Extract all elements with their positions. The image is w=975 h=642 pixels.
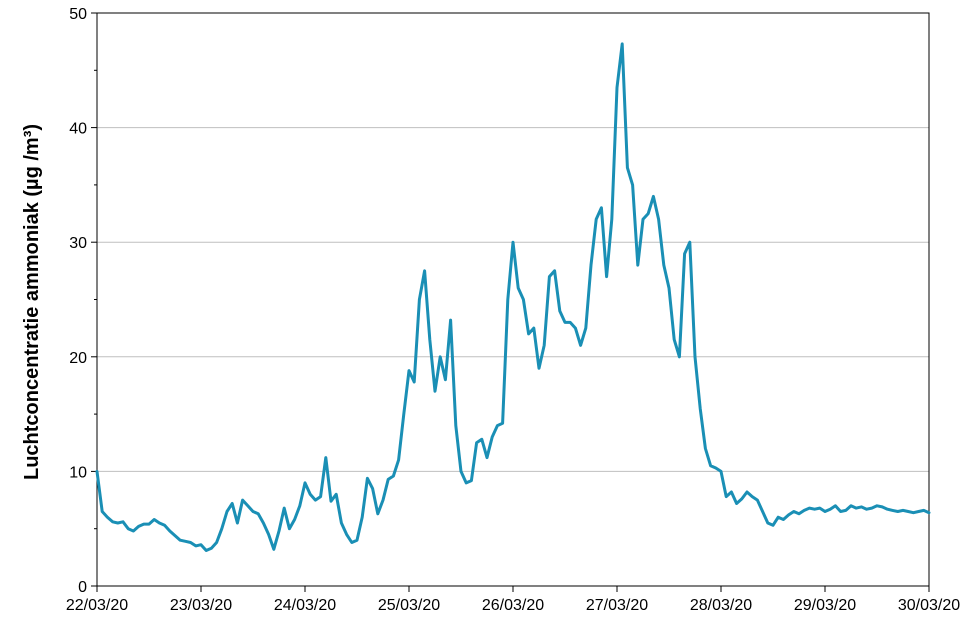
x-tick-label: 30/03/20: [898, 597, 960, 614]
gridlines: [97, 127, 929, 472]
x-tick-label: 25/03/20: [378, 597, 440, 614]
x-tick-label: 28/03/20: [690, 597, 752, 614]
plot-frame: [96, 12, 930, 587]
y-tick-label: 20: [69, 350, 87, 367]
x-tick-label: 29/03/20: [794, 597, 856, 614]
x-tick-label: 26/03/20: [482, 597, 544, 614]
x-tick-label: 24/03/20: [274, 597, 336, 614]
y-tick-label: 30: [69, 235, 87, 252]
axes: [91, 12, 930, 592]
x-tick-label: 23/03/20: [170, 597, 232, 614]
y-tick-label: 50: [69, 6, 87, 23]
y-tick-label: 10: [69, 464, 87, 481]
series-line: [95, 42, 931, 552]
x-tick-label: 27/03/20: [586, 597, 648, 614]
labels: 0 10 20 30 40 50 22/03/20 23/03/20 24/03/20 25/03…: [66, 6, 960, 614]
y-tick-label: 40: [69, 121, 87, 138]
y-tick-label: 0: [78, 579, 87, 596]
series-layer: [95, 42, 931, 552]
y-axis-label: Luchtconcentratie ammoniak (µg /m³): [21, 124, 43, 480]
x-tick-label: 22/03/20: [66, 597, 128, 614]
